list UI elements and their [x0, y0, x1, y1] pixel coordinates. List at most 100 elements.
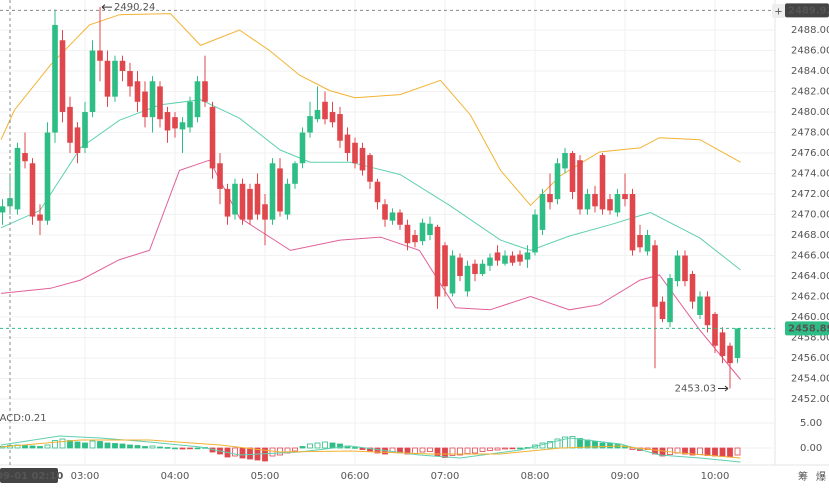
- macd-bar: [734, 447, 741, 456]
- candle-body: [172, 117, 178, 129]
- macd-bar: [89, 440, 96, 449]
- candle-body: [607, 199, 613, 211]
- macd-bar: [37, 446, 43, 449]
- macd-bar: [712, 447, 718, 457]
- candle-body: [479, 263, 486, 274]
- macd-bar: [682, 447, 688, 455]
- macd-bar: [142, 446, 148, 449]
- candle-body: [352, 142, 358, 164]
- candle-body: [719, 332, 726, 356]
- candle-body: [442, 245, 448, 287]
- candle-body: [209, 106, 216, 169]
- y-tick-label: 2480.00: [791, 107, 829, 118]
- annotation-label: 2490.24: [114, 2, 155, 13]
- macd-bar: [239, 447, 246, 459]
- macd-bar: [232, 447, 238, 457]
- candle-body: [82, 112, 88, 148]
- candle-body: [67, 106, 73, 143]
- y-tick-label: 2472.00: [791, 189, 829, 200]
- candle-body: [134, 81, 141, 102]
- y-tick-label: 2456.00: [791, 353, 829, 364]
- candle-body: [142, 91, 148, 118]
- candle-body: [524, 252, 531, 260]
- candle-body: [734, 328, 741, 359]
- candle-body: [434, 226, 441, 297]
- candle-body: [277, 168, 283, 212]
- macd-bar: [164, 447, 171, 449]
- macd-bar: [704, 447, 711, 456]
- macd-line: [0, 439, 741, 459]
- macd-bar: [82, 442, 88, 449]
- macd-bar: [719, 447, 726, 457]
- macd-bar: [292, 447, 298, 452]
- x-tick-label: 10:00: [701, 471, 730, 482]
- crosshair-x-tag: [0, 468, 58, 483]
- candle-body: [547, 194, 553, 203]
- y-tick-label: 2478.00: [791, 128, 829, 139]
- macd-bar: [307, 443, 313, 449]
- candle-body: [344, 134, 351, 154]
- candle-body: [427, 223, 433, 236]
- add-button[interactable]: [772, 4, 785, 18]
- crosshair-y-tag: [785, 3, 829, 18]
- candle-body: [97, 50, 103, 61]
- candle-body: [224, 188, 231, 217]
- candle-body: [509, 255, 516, 263]
- crosshair-y-label: 2489.92: [788, 5, 829, 16]
- y-tick-label: 2466.00: [791, 251, 829, 262]
- candle-body: [397, 212, 403, 225]
- y-tick-label: 2474.00: [791, 169, 829, 180]
- candle-body: [89, 50, 96, 113]
- y-tick-label: 2486.00: [791, 46, 829, 57]
- candle-body: [712, 313, 718, 346]
- annotation-arrow: [718, 385, 729, 392]
- candle-body: [254, 183, 261, 215]
- candle-body: [404, 224, 411, 244]
- macd-bar: [502, 447, 508, 450]
- candle-body: [52, 24, 58, 133]
- candle-body: [502, 255, 508, 264]
- x-tick-label: 08:00: [521, 471, 550, 482]
- candle-body: [389, 212, 396, 221]
- candle-body: [592, 194, 598, 207]
- candle-body: [457, 257, 463, 277]
- candle-body: [262, 204, 268, 220]
- candle-body: [472, 263, 478, 274]
- candle-body: [247, 188, 253, 220]
- y-tick-label: 2460.00: [791, 312, 829, 323]
- candle-body: [119, 60, 126, 72]
- macd-bar: [494, 447, 501, 451]
- candle-body: [104, 60, 111, 97]
- macd-bar: [52, 440, 58, 449]
- y-tick-label: 5.00: [800, 418, 822, 429]
- y-tick-label: 2468.00: [791, 230, 829, 241]
- y-tick-label: 2454.00: [791, 374, 829, 385]
- y-tick-label: 2476.00: [791, 148, 829, 159]
- candle-body: [179, 122, 186, 130]
- candle-body: [149, 81, 156, 118]
- toolbar-button[interactable]: 筹: [798, 470, 808, 483]
- macd-bar: [314, 442, 321, 449]
- candle-body: [584, 194, 591, 210]
- candle-body: [569, 153, 576, 192]
- candle-body: [697, 296, 703, 315]
- candle-body: [307, 116, 313, 133]
- candle-body: [382, 204, 388, 220]
- macd-bar: [419, 447, 426, 453]
- candle-body: [539, 194, 546, 230]
- candle-body: [622, 194, 628, 200]
- toolbar-button[interactable]: 爆: [816, 471, 826, 483]
- macd-bar: [659, 447, 666, 457]
- candle-body: [44, 132, 51, 221]
- candle-body: [487, 257, 493, 266]
- add-button-label[interactable]: +: [774, 7, 782, 18]
- macd-bar: [487, 447, 493, 451]
- candle-body: [284, 183, 291, 215]
- macd-bar: [127, 444, 133, 449]
- candle-body: [667, 278, 673, 323]
- macd-bar: [472, 447, 478, 454]
- candle-body: [629, 194, 636, 251]
- candle-body: [187, 101, 193, 128]
- candle-body: [419, 222, 426, 242]
